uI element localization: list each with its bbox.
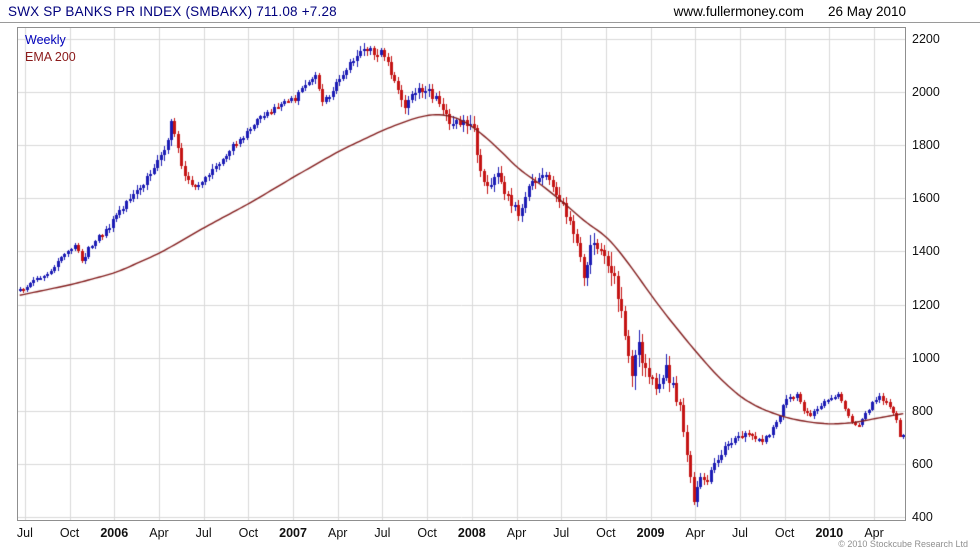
y-tick-label: 1200: [912, 297, 940, 312]
x-tick-label: Jul: [374, 526, 391, 540]
plot-area: [17, 27, 906, 521]
chart-title: SWX SP BANKS PR INDEX (SMBAKX) 711.08 +7…: [8, 3, 337, 19]
y-tick-label: 1400: [912, 244, 940, 259]
x-tick-label: Jul: [195, 526, 212, 540]
x-tick-label: 2010: [815, 526, 844, 540]
x-tick-label: Jul: [553, 526, 570, 540]
y-tick-label: 2200: [912, 31, 940, 46]
x-tick-label: Jul: [731, 526, 748, 540]
x-tick-label: Oct: [417, 526, 437, 540]
x-tick-label: 2008: [457, 526, 486, 540]
website-text: www.fullermoney.com: [673, 3, 804, 19]
y-tick-label: 1000: [912, 350, 940, 365]
x-tick-label: Oct: [774, 526, 795, 540]
y-tick-label: 400: [912, 510, 933, 525]
y-tick-label: 1800: [912, 138, 940, 153]
x-tick-label: Apr: [506, 526, 527, 540]
y-tick-label: 800: [912, 403, 933, 418]
x-tick-label: Apr: [864, 526, 884, 540]
legend-weekly: Weekly: [25, 33, 66, 47]
y-tick-label: 1600: [912, 191, 940, 206]
legend: Weekly EMA 200: [25, 32, 76, 66]
x-tick-label: Apr: [685, 526, 706, 540]
x-tick-label: 2009: [636, 526, 665, 540]
legend-ema: EMA 200: [25, 50, 76, 64]
x-tick-label: Oct: [59, 526, 80, 540]
x-tick-label: Apr: [149, 526, 169, 540]
x-tick-label: 2007: [279, 526, 307, 540]
x-tick-label: Oct: [596, 526, 616, 540]
x-tick-label: Oct: [238, 526, 259, 540]
x-tick-label: Apr: [327, 526, 348, 540]
header: SWX SP BANKS PR INDEX (SMBAKX) 711.08 +7…: [0, 0, 980, 23]
price-canvas: [18, 28, 905, 520]
chart-date: 26 May 2010: [827, 3, 906, 19]
copyright: © 2010 Stockcube Research Ltd: [838, 539, 968, 549]
x-tick-label: Jul: [16, 526, 33, 540]
x-tick-label: 2006: [100, 526, 129, 540]
y-tick-label: 600: [912, 457, 933, 472]
y-tick-label: 2000: [912, 84, 940, 99]
